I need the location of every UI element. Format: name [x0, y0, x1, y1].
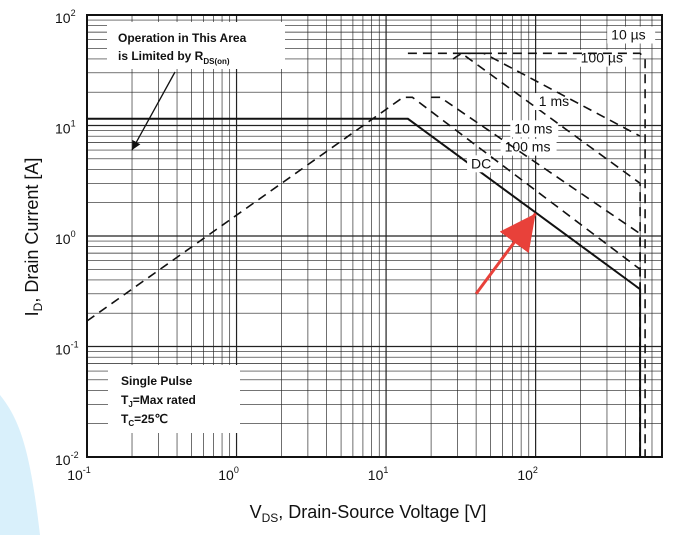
y-axis-title-subscript: D	[31, 302, 45, 311]
y-axis-title: ID, Drain Current [A]	[22, 158, 45, 317]
x-tick-exponent: 2	[533, 465, 538, 475]
x-tick-base: 10	[517, 467, 533, 483]
x-tick-exponent: 0	[234, 465, 239, 475]
x-tick-base: 10	[67, 467, 83, 483]
x-axis-title-prefix: V	[250, 502, 262, 522]
series-label-background	[607, 26, 656, 44]
rdson-annotation-line-2-main: is Limited by R	[118, 49, 204, 63]
y-tick-base: 10	[55, 10, 71, 26]
series-label-10-ms: 10 ms	[514, 120, 552, 136]
pulse-condition-box: Single Pulse TJ=Max rated TC=25℃	[108, 365, 240, 433]
y-tick-exponent: 0	[71, 229, 76, 239]
y-tick-base: 10	[55, 231, 71, 247]
series-line-10-us	[407, 52, 646, 457]
series-line-1-ms	[452, 52, 641, 457]
rdson-annotation-background	[107, 22, 285, 69]
x-tick-base: 10	[218, 467, 234, 483]
y-axis-title-prefix: I	[22, 311, 42, 316]
pulse-condition-line-2: TJ=Max rated	[121, 393, 196, 409]
x-tick-exponent: -1	[83, 465, 91, 475]
rdson-annotation-line-2: is Limited by RDS(on)	[118, 49, 230, 66]
series-label-background	[500, 138, 557, 156]
x-tick-exponent: 1	[383, 465, 388, 475]
y-axis-title-suffix: , Drain Current [A]	[22, 158, 42, 303]
y-tick-label: 101	[55, 119, 76, 137]
series-label-100-ms: 100 ms	[505, 139, 551, 155]
x-tick-label: 10-1	[67, 465, 91, 483]
pulse-condition-line-3-main: T	[121, 412, 129, 426]
y-tick-exponent: 1	[71, 119, 76, 129]
x-axis-title-subscript: DS	[262, 511, 279, 525]
x-tick-label: 102	[517, 465, 538, 483]
curve-layer: DC 100 ms 10 ms 1 ms 100 µs 10 µs	[86, 26, 656, 457]
series-label-background	[534, 93, 575, 111]
pulse-condition-background	[108, 365, 240, 433]
series-label-dc: DC	[471, 155, 491, 171]
pulse-condition-line-2-suffix: =Max rated	[133, 393, 196, 407]
y-tick-label: 10-2	[55, 450, 79, 468]
x-tick-label: 100	[218, 465, 239, 483]
rdson-annotation-box: Operation in This Area is Limited by RDS…	[107, 22, 285, 69]
pulse-condition-line-3-subscript: C	[128, 419, 134, 428]
y-tick-label: 102	[55, 8, 76, 26]
rdson-annotation-subscript: DS(on)	[203, 57, 230, 66]
x-tick-base: 10	[368, 467, 384, 483]
x-tick-label: 101	[368, 465, 389, 483]
rdson-annotation-line-1: Operation in This Area	[118, 31, 247, 45]
pulse-condition-line-3: TC=25℃	[121, 412, 168, 428]
series-label-100-us: 100 µs	[581, 50, 623, 66]
series-label-10-us: 10 µs	[611, 27, 646, 43]
series-label-1-ms: 1 ms	[539, 93, 569, 109]
plot-border	[86, 14, 663, 458]
series-label-background	[467, 155, 492, 173]
pulse-condition-line-1: Single Pulse	[121, 374, 193, 388]
y-tick-label: 10-1	[55, 340, 79, 358]
y-tick-exponent: -2	[71, 450, 79, 460]
rdson-arrow	[131, 71, 176, 151]
y-tick-base: 10	[55, 452, 71, 468]
x-axis-title-suffix: , Drain-Source Voltage [V]	[278, 502, 486, 522]
y-tick-exponent: 2	[71, 8, 76, 18]
y-tick-label: 100	[55, 229, 76, 247]
pulse-condition-line-3-suffix: =25℃	[134, 412, 168, 426]
background-accent-shape	[0, 395, 40, 535]
x-axis-title: VDS, Drain-Source Voltage [V]	[250, 502, 487, 525]
y-tick-base: 10	[55, 342, 71, 358]
pulse-condition-line-2-main: T	[121, 393, 129, 407]
y-tick-exponent: -1	[71, 340, 79, 350]
y-tick-base: 10	[55, 121, 71, 137]
series-line-100-ms	[86, 96, 641, 322]
series-label-background	[510, 120, 559, 138]
pulse-condition-line-2-subscript: J	[128, 400, 132, 409]
highlight-arrow	[474, 212, 537, 295]
